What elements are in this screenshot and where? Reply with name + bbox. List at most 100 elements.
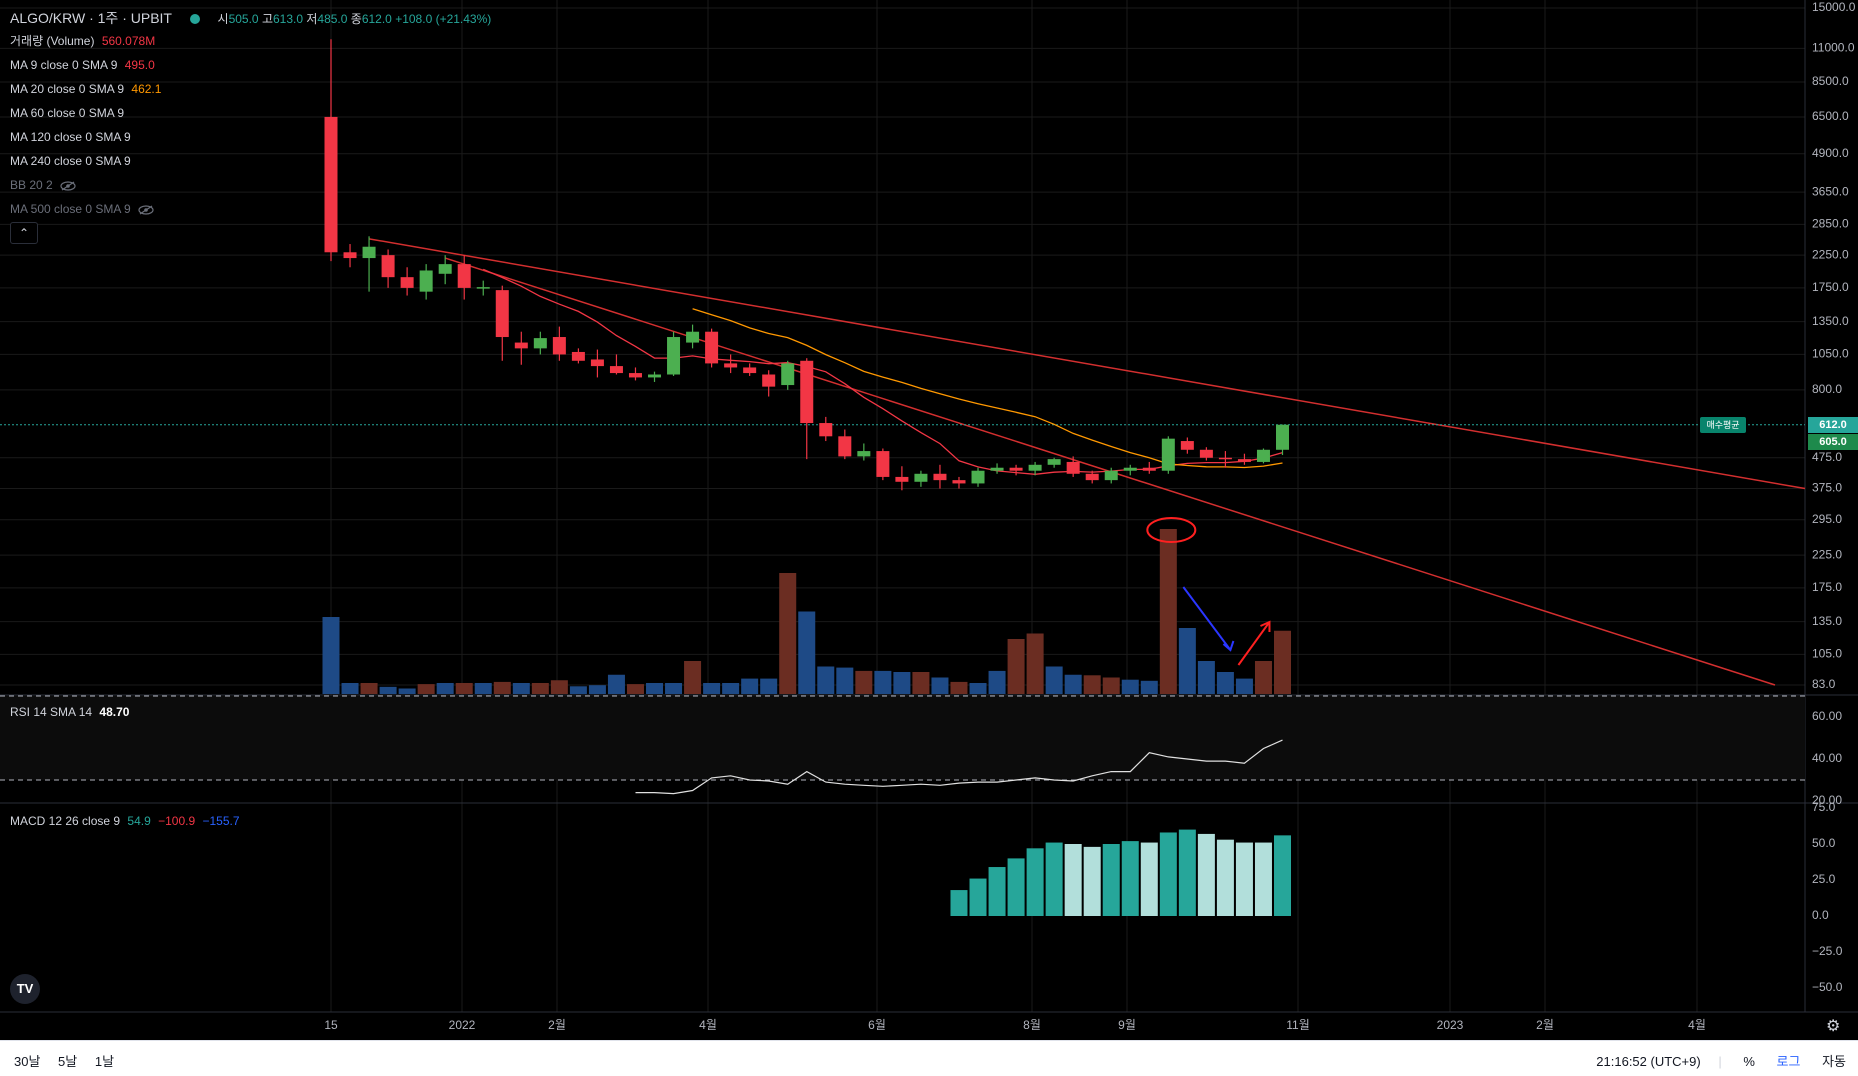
volume-bar bbox=[798, 611, 816, 694]
volume-bar bbox=[550, 680, 568, 694]
volume-bar bbox=[1159, 529, 1177, 694]
time-tick-label: 11월 bbox=[1286, 1018, 1310, 1032]
up-arrow-head bbox=[1260, 620, 1271, 632]
volume-bar bbox=[531, 683, 549, 694]
legend-ma60[interactable]: MA 60 close 0 SMA 9 bbox=[10, 106, 128, 120]
volume-bar bbox=[988, 670, 1006, 694]
candle-body bbox=[628, 373, 642, 378]
collapse-legend-button[interactable]: ⌃ bbox=[10, 222, 38, 244]
ma240-label: MA 240 close 0 SMA 9 bbox=[10, 154, 131, 168]
candle-body bbox=[1123, 467, 1137, 471]
last-price-badge: 612.0 bbox=[1808, 417, 1858, 433]
gear-icon[interactable]: ⚙ bbox=[1826, 1018, 1841, 1035]
volume-bar bbox=[1178, 628, 1196, 694]
volume-bar bbox=[398, 688, 416, 694]
macd-hist-bar bbox=[1178, 829, 1196, 916]
range-5d-button[interactable]: 5날 bbox=[58, 1054, 78, 1069]
volume-bars bbox=[322, 529, 1291, 694]
volume-bar bbox=[741, 678, 759, 694]
volume-bar bbox=[569, 686, 587, 694]
annotations bbox=[1146, 517, 1271, 666]
down-arrow bbox=[1182, 586, 1232, 651]
chart-canvas[interactable]: 15000.0 11000.0 8500.0 6500.0 4900.0 3650.0 28… bbox=[0, 0, 1858, 1040]
macd-hist-bar bbox=[1064, 844, 1082, 916]
price-tick-label: 15000.0 bbox=[1812, 0, 1856, 14]
candle-body bbox=[857, 451, 871, 457]
hidden-eye-icon[interactable] bbox=[60, 181, 76, 191]
ma20-value: 462.1 bbox=[131, 82, 162, 96]
bottom-toolbar: 30날 5날 1날 21:16:52 (UTC+9) | % 로그 자동 bbox=[0, 1040, 1858, 1076]
symbol-title[interactable]: ALGO/KRW · 1주 · UPBIT bbox=[10, 10, 172, 26]
legend-rsi[interactable]: RSI 14 SMA 14 48.70 bbox=[10, 705, 133, 719]
macd-tick-label: −50.0 bbox=[1812, 980, 1843, 994]
candle-body bbox=[514, 342, 528, 349]
price-tick-label: 225.0 bbox=[1812, 547, 1842, 561]
candle-body bbox=[971, 470, 985, 484]
legend-bb[interactable]: BB 20 2 bbox=[10, 178, 76, 192]
candle-body bbox=[648, 374, 662, 378]
legend-ma240[interactable]: MA 240 close 0 SMA 9 bbox=[10, 154, 135, 168]
volume-bar bbox=[684, 661, 702, 694]
rsi-tick-label: 40.00 bbox=[1812, 751, 1842, 765]
volume-bar bbox=[379, 686, 397, 694]
clock-time[interactable]: 21:16:52 (UTC+9) bbox=[1596, 1054, 1701, 1069]
legend-ma9[interactable]: MA 9 close 0 SMA 9 495.0 bbox=[10, 58, 159, 72]
candle-body bbox=[724, 363, 738, 368]
legend-ma120[interactable]: MA 120 close 0 SMA 9 bbox=[10, 130, 135, 144]
high-label: 고 bbox=[261, 12, 273, 26]
price-tick-label: 2850.0 bbox=[1812, 217, 1849, 231]
volume-bar bbox=[512, 683, 530, 694]
trend-line bbox=[368, 238, 1806, 490]
volume-bar bbox=[607, 674, 625, 694]
volume-bar bbox=[817, 666, 835, 694]
candle-body bbox=[762, 374, 776, 387]
price-tick-label: 4900.0 bbox=[1812, 146, 1849, 160]
time-tick-label: 9월 bbox=[1118, 1018, 1136, 1032]
legend-volume[interactable]: 거래량 (Volume) 560.078M bbox=[10, 34, 159, 48]
auto-toggle[interactable]: 자동 bbox=[1822, 1054, 1846, 1069]
candle-body bbox=[1180, 441, 1194, 450]
legend-macd[interactable]: MACD 12 26 close 9 54.9 −100.9 −155.7 bbox=[10, 814, 244, 828]
status-dot-icon bbox=[189, 14, 200, 25]
volume-bar bbox=[931, 677, 949, 694]
hidden-eye-icon[interactable] bbox=[138, 205, 154, 215]
volume-bar bbox=[588, 685, 606, 694]
time-tick-label: 4월 bbox=[1688, 1018, 1706, 1032]
candle-body bbox=[495, 290, 509, 338]
close-value: 612.0 bbox=[361, 12, 392, 26]
legend-ma500[interactable]: MA 500 close 0 SMA 9 bbox=[10, 202, 154, 216]
candle-body bbox=[1085, 473, 1099, 481]
chevron-up-icon: ⌃ bbox=[18, 226, 30, 240]
legend-ma20[interactable]: MA 20 close 0 SMA 9 462.1 bbox=[10, 82, 165, 96]
log-toggle[interactable]: 로그 bbox=[1776, 1054, 1801, 1069]
range-30d-button[interactable]: 30날 bbox=[14, 1054, 41, 1069]
price-tick-label: 135.0 bbox=[1812, 614, 1842, 628]
open-label: 시 bbox=[217, 12, 229, 26]
macd-hist-bar bbox=[1197, 833, 1215, 916]
candle-body bbox=[781, 363, 795, 386]
candle-body bbox=[819, 423, 833, 437]
volume-bar bbox=[874, 670, 892, 694]
volume-bar bbox=[1235, 678, 1253, 694]
volume-bar bbox=[1254, 661, 1272, 694]
macd-hist-bar bbox=[1274, 835, 1291, 916]
grid-lines bbox=[0, 0, 1858, 1013]
price-tick-label: 1350.0 bbox=[1812, 314, 1849, 328]
volume-bar bbox=[417, 684, 435, 694]
macd-hist-bar bbox=[1026, 848, 1044, 916]
price-tick-label: 8500.0 bbox=[1812, 74, 1849, 88]
candle-body bbox=[457, 264, 471, 288]
candle-body bbox=[743, 367, 757, 374]
volume-bar bbox=[436, 683, 454, 694]
candle-body bbox=[533, 338, 547, 349]
candle-body bbox=[952, 480, 966, 484]
tradingview-logo[interactable]: TV bbox=[10, 974, 40, 1004]
ma20-label: MA 20 close 0 SMA 9 bbox=[10, 82, 125, 96]
candle-body bbox=[1009, 467, 1023, 471]
macd-hist-bar bbox=[1045, 842, 1063, 916]
percent-toggle[interactable]: % bbox=[1743, 1054, 1755, 1069]
candle-body bbox=[552, 337, 566, 355]
candle-body bbox=[324, 116, 338, 253]
price-tick-label: 475.0 bbox=[1812, 450, 1842, 464]
range-1d-button[interactable]: 1날 bbox=[94, 1054, 115, 1069]
